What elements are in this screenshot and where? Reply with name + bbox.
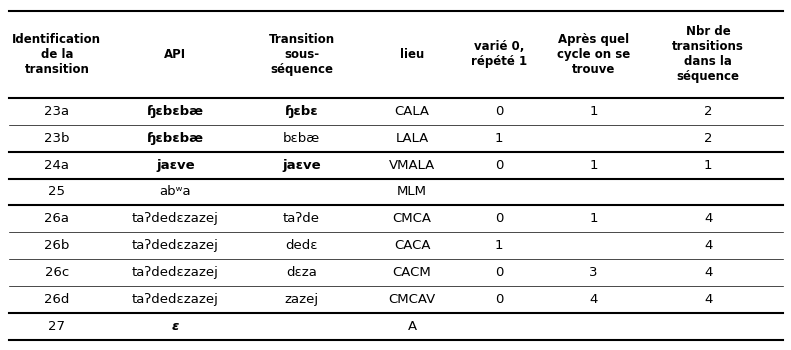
Text: 23b: 23b (44, 132, 70, 145)
Text: bɛbæ: bɛbæ (283, 132, 320, 145)
Text: 3: 3 (589, 266, 598, 279)
Text: dedɛ: dedɛ (286, 239, 318, 252)
Text: Identification
de la
transition: Identification de la transition (13, 33, 101, 76)
Text: jaɛve: jaɛve (156, 159, 195, 172)
Text: 4: 4 (589, 293, 598, 306)
Text: Après quel
cycle on se
trouve: Après quel cycle on se trouve (557, 33, 630, 76)
Text: taʔdedɛzazej: taʔdedɛzazej (132, 293, 218, 306)
Text: 1: 1 (589, 105, 598, 118)
Text: API: API (165, 48, 187, 61)
Text: 4: 4 (704, 212, 713, 225)
Text: CMCA: CMCA (392, 212, 432, 225)
Text: A: A (407, 320, 417, 332)
Text: ɧɛbɛbæ: ɧɛbɛbæ (147, 105, 204, 118)
Text: LALA: LALA (396, 132, 429, 145)
Text: 0: 0 (494, 105, 503, 118)
Text: 26b: 26b (44, 239, 70, 252)
Text: lieu: lieu (400, 48, 424, 61)
Text: Transition
sous-
séquence: Transition sous- séquence (268, 33, 335, 76)
Text: taʔde: taʔde (283, 212, 320, 225)
Text: Nbr de
transitions
dans la
séquence: Nbr de transitions dans la séquence (672, 25, 744, 83)
Text: 1: 1 (589, 212, 598, 225)
Text: 2: 2 (704, 105, 713, 118)
Text: CMCAV: CMCAV (388, 293, 436, 306)
Text: 4: 4 (704, 293, 713, 306)
Text: taʔdedɛzazej: taʔdedɛzazej (132, 266, 218, 279)
Text: CACM: CACM (392, 266, 431, 279)
Text: 26a: 26a (44, 212, 70, 225)
Text: ɧɛbɛ: ɧɛbɛ (285, 105, 318, 118)
Text: 2: 2 (704, 132, 713, 145)
Text: 4: 4 (704, 239, 713, 252)
Text: 26c: 26c (45, 266, 69, 279)
Text: 0: 0 (494, 159, 503, 172)
Text: 0: 0 (494, 266, 503, 279)
Text: 1: 1 (589, 159, 598, 172)
Text: 0: 0 (494, 212, 503, 225)
Text: 26d: 26d (44, 293, 70, 306)
Text: CALA: CALA (395, 105, 430, 118)
Text: 27: 27 (48, 320, 66, 332)
Text: 23a: 23a (44, 105, 70, 118)
Text: zazej: zazej (285, 293, 319, 306)
Text: VMALA: VMALA (389, 159, 435, 172)
Text: taʔdedɛzazej: taʔdedɛzazej (132, 239, 218, 252)
Text: varié 0,
répété 1: varié 0, répété 1 (471, 40, 527, 68)
Text: jaɛve: jaɛve (282, 159, 321, 172)
Text: abʷa: abʷa (160, 186, 191, 198)
Text: 4: 4 (704, 266, 713, 279)
Text: dɛza: dɛza (286, 266, 317, 279)
Text: ɧɛbɛbæ: ɧɛbɛbæ (147, 132, 204, 145)
Text: taʔdedɛzazej: taʔdedɛzazej (132, 212, 218, 225)
Text: 24a: 24a (44, 159, 70, 172)
Text: 1: 1 (494, 132, 503, 145)
Text: 25: 25 (48, 186, 66, 198)
Text: ɛ: ɛ (172, 320, 179, 332)
Text: CACA: CACA (394, 239, 430, 252)
Text: MLM: MLM (397, 186, 427, 198)
Text: 1: 1 (704, 159, 713, 172)
Text: 1: 1 (494, 239, 503, 252)
Text: 0: 0 (494, 293, 503, 306)
